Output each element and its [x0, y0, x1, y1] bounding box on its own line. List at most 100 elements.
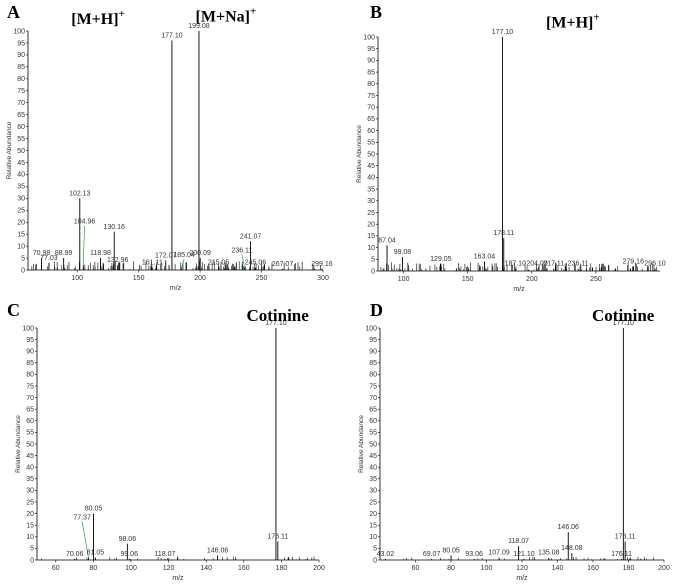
y-tick-label: 90: [17, 52, 25, 59]
y-tick-label: 45: [367, 163, 375, 170]
peak-label: 80.05: [442, 547, 460, 554]
y-tick-label: 40: [26, 465, 34, 472]
y-tick-label: 10: [26, 534, 34, 541]
x-tick-label: 100: [398, 276, 410, 283]
y-tick-label: 80: [26, 372, 34, 379]
y-tick-label: 35: [369, 476, 377, 483]
x-tick-label: 100: [481, 565, 493, 572]
x-tick-label: 120: [163, 565, 175, 572]
panel-a: A 0 5 10 15 20 25 30 35 40 45 50 55 60 65 70 75 80 85 90 95 1…: [6, 2, 333, 292]
peak-label: 177.10: [613, 320, 635, 327]
y-tick-label: 40: [17, 172, 25, 179]
panel-c: C 0 5 10 15 20 25 30 35 40 45 50 55 60 65 70 75 80 85 90 95 1…: [7, 300, 325, 582]
y-tick-label: 0: [30, 557, 34, 564]
x-axis-label: m/z: [516, 575, 528, 582]
y-tick-label: 25: [367, 210, 375, 217]
annotation-text: Cotinine: [542, 0, 605, 4]
x-tick-label: 200: [194, 275, 206, 282]
y-tick-label: 10: [369, 534, 377, 541]
y-tick-label: 20: [367, 222, 375, 229]
y-tick-label: 15: [367, 233, 375, 240]
peak-label: 93.06: [465, 551, 483, 558]
y-tick-label: 0: [21, 267, 25, 274]
panel-d: D 0 5 10 15 20 25 30 35 40 45 50 55 60 65 70 75 80 85 90 95 1…: [358, 300, 670, 582]
peak-label: 178.11: [493, 230, 514, 237]
y-tick-label: 20: [17, 220, 25, 227]
peak-label: 236.11: [568, 261, 589, 268]
peak-label: 104.96: [74, 219, 96, 226]
y-tick-label: 75: [17, 88, 25, 95]
y-tick-label: 100: [22, 325, 34, 332]
annotation-superscript: +: [250, 5, 256, 17]
y-tick-label: 95: [17, 40, 25, 47]
x-tick-label: 60: [412, 565, 420, 572]
peak-label: 118.07: [508, 538, 529, 545]
peak-label: 204.09: [526, 261, 548, 268]
peak-label: 129.05: [430, 256, 452, 263]
y-tick-label: 10: [367, 245, 375, 252]
y-tick-label: 50: [17, 148, 25, 155]
y-tick-label: 95: [367, 46, 375, 53]
y-tick-label: 55: [26, 430, 34, 437]
panel-b: B 0 5 10 15 20 25 30 35 40 45 50 55 60 65 70 75 80 85 90 95 1…: [356, 0, 666, 293]
baseline-noise: [31, 261, 321, 270]
y-tick-label: 85: [26, 360, 34, 367]
label-leader-line: [82, 225, 85, 266]
x-tick-label: 140: [552, 565, 564, 572]
peak-label: 80.05: [85, 506, 103, 513]
peak-label: 148.08: [561, 545, 583, 552]
y-tick-label: 70: [17, 100, 25, 107]
peak-label: 267.07: [272, 261, 294, 268]
peak-label: 185.04: [173, 252, 195, 259]
peak-label: 178.11: [615, 533, 636, 540]
y-tick-label: 65: [17, 112, 25, 119]
y-tick-label: 15: [17, 231, 25, 238]
peak-label: 87.04: [378, 237, 396, 244]
y-tick-label: 85: [367, 69, 375, 76]
y-tick-label: 95: [369, 337, 377, 344]
y-tick-label: 55: [17, 136, 25, 143]
annotation-text: [M+Na]: [196, 8, 250, 25]
x-tick-label: 80: [90, 565, 98, 572]
panel-letter: B: [370, 2, 382, 22]
peak-label: 99.08: [394, 249, 412, 256]
y-tick-label: 90: [369, 349, 377, 356]
peak-label: 200.09: [189, 250, 211, 257]
peak-label: 178.11: [267, 533, 288, 540]
x-tick-label: 150: [133, 275, 145, 282]
y-tick-label: 5: [21, 255, 25, 262]
peak-label: 146.06: [207, 547, 229, 554]
peak-label: 176.11: [611, 551, 632, 558]
x-tick-label: 120: [516, 565, 528, 572]
y-tick-label: 35: [17, 184, 25, 191]
panel-letter: A: [7, 2, 20, 22]
y-tick-label: 30: [17, 196, 25, 203]
peak-label: 43.02: [377, 551, 395, 558]
x-tick-label: 150: [462, 276, 474, 283]
x-tick-label: 60: [52, 565, 60, 572]
baseline-noise: [403, 556, 655, 560]
peak-label: 70.98: [33, 250, 51, 257]
y-tick-label: 55: [367, 140, 375, 147]
y-tick-label: 25: [369, 499, 377, 506]
panel-letter: D: [370, 300, 383, 320]
y-axis-label: Relative Abundance: [15, 415, 22, 473]
peak-label: 135.08: [538, 550, 560, 557]
baseline-noise: [380, 262, 658, 271]
y-tick-label: 15: [26, 523, 34, 530]
annotation-text: [M+H]: [71, 11, 118, 28]
panel-letter: C: [7, 300, 20, 320]
compound-annotation: Cotinine: [246, 306, 309, 325]
y-tick-label: 20: [369, 511, 377, 518]
x-tick-label: 200: [526, 276, 538, 283]
annotation-superscript: +: [593, 12, 599, 24]
x-tick-label: 200: [313, 565, 325, 572]
y-tick-label: 25: [26, 499, 34, 506]
peak-label: 279.16: [623, 258, 645, 265]
y-tick-label: 80: [369, 372, 377, 379]
peak-label: 107.09: [488, 550, 510, 557]
annotation-text: Cotinine: [246, 306, 309, 325]
label-leader-line: [81, 521, 89, 558]
x-tick-label: 80: [447, 565, 455, 572]
